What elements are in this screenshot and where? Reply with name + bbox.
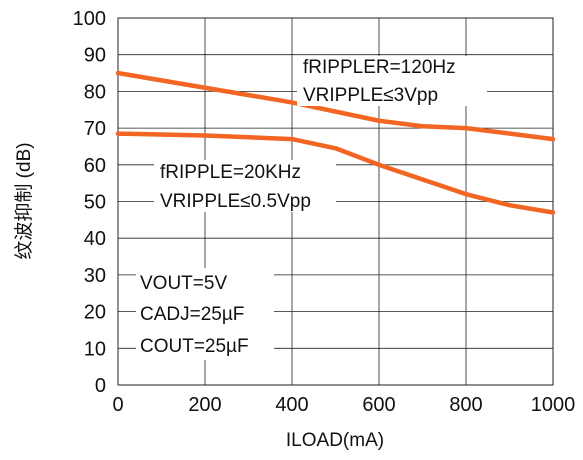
plot-frame [117,17,554,386]
x-axis-title: ILOAD(mA) [286,430,384,451]
annotation-20khz-bg [154,160,336,212]
annotation-vripple-0-5vpp: VRIPPLE≤0.5Vpp [160,191,311,212]
x-tick-label: 0 [112,394,123,416]
annotation-vout: VOUT=5V [140,273,227,294]
annotation-vripple-3vpp: VRIPPLE≤3Vpp [303,85,438,106]
annotation-120hz-bg [297,56,487,106]
y-tick-label: 50 [84,192,106,214]
y-tick-label: 20 [84,302,106,324]
series-line-2 [115,131,556,215]
y-tick-label: 10 [84,338,106,360]
y-axis-title: 纹波抑制 (dB) [13,142,35,259]
y-tick-label: 30 [84,265,106,287]
y-tick-label: 60 [84,155,106,177]
x-tick-label: 800 [449,394,482,416]
annotation-cout: COUT=25µF [140,336,249,357]
y-tick-label: 90 [84,45,106,67]
annotation-conditions-bg [136,268,274,360]
x-tick-label: 600 [362,394,395,416]
annotation-fripple-120hz: fRIPPLER=120Hz [303,57,456,78]
series-layer [115,70,556,215]
x-tick-label: 400 [275,394,308,416]
y-tick-label: 80 [84,81,106,103]
x-tick-label: 1000 [531,394,576,416]
y-tick-label: 100 [73,8,106,30]
tick-labels: 0 200 400 600 800 1000 0 10 20 30 40 50 60 70 80 90 100 [73,8,576,416]
series-line-1 [115,70,556,142]
y-tick-label: 0 [95,375,106,397]
y-tick-label: 40 [84,228,106,250]
annotation-cadj: CADJ=25µF [140,304,244,325]
annotation-fripple-20khz: fRIPPLE=20KHz [160,162,301,183]
y-tick-label: 70 [84,118,106,140]
x-tick-label: 200 [188,394,221,416]
